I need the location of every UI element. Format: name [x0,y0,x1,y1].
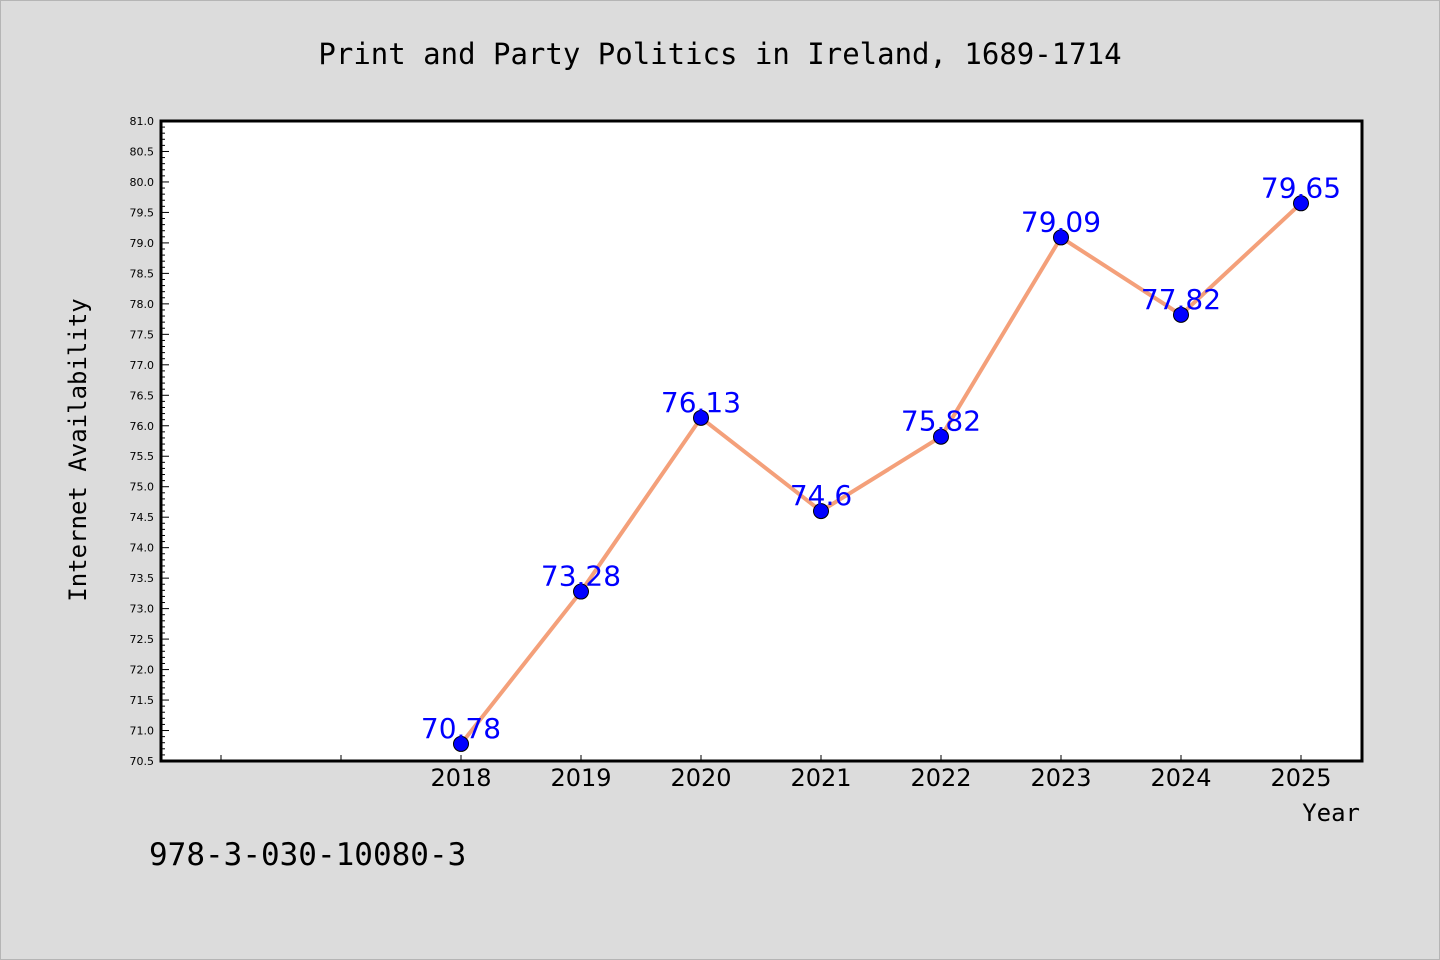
data-point [813,503,829,520]
data-point [1293,195,1309,212]
data-label: 75.82 [901,405,981,438]
y-tick-label: 72.5 [130,633,155,646]
y-tick-label: 80.0 [130,176,155,189]
y-tick-label: 71.0 [130,725,155,738]
data-point [693,409,709,426]
data-label: 70.78 [421,712,501,745]
y-tick-label: 78.0 [130,298,155,311]
data-point [573,583,589,600]
chart-title: Print and Party Politics in Ireland, 168… [318,37,1121,71]
y-tick-label: 73.0 [130,603,155,616]
plot-frame [159,119,1364,763]
x-tick-label: 2019 [550,764,611,792]
y-tick-label: 71.5 [130,694,155,707]
x-tick-label: 2025 [1270,764,1331,792]
y-tick-label: 74.0 [130,542,155,555]
y-tick-label: 80.5 [130,145,155,158]
y-tick-label: 78.5 [130,267,155,280]
y-tick-label: 72.0 [130,664,155,677]
series-line [459,201,1303,746]
x-tick-label: 2018 [430,764,491,792]
y-tick-label: 73.5 [130,572,155,585]
plot-area: 70.5 71.0 71.5 72.0 72.5 73.0 73.5 74.0 74.5 75.0… [130,115,1364,792]
y-tick-label: 75.0 [130,481,155,494]
y-tick-label: 75.5 [130,450,155,463]
x-tick-label: 2024 [1150,764,1211,792]
data-label: 73.28 [541,560,621,593]
y-tick-label: 79.5 [130,206,155,219]
data-point [453,735,469,752]
data-label: 74.6 [790,479,852,512]
y-tick-label: 70.5 [130,755,155,768]
data-point [1173,306,1189,323]
data-point [1053,229,1069,246]
data-label: 79.09 [1021,205,1101,238]
isbn-footer-text: 978-3-030-10080-3 [149,837,466,873]
data-label: 79.65 [1261,171,1341,204]
x-tick-label: 2020 [670,764,731,792]
x-tick-label: 2021 [790,764,851,792]
x-tick-label: 2023 [1030,764,1091,792]
y-tick-label: 76.0 [130,420,155,433]
y-tick-label: 74.5 [130,511,155,524]
y-tick-label: 81.0 [130,115,155,128]
y-tick-label: 77.0 [130,359,155,372]
x-tick-label: 2022 [910,764,971,792]
y-tick-label: 77.5 [130,328,155,341]
y-tick-label: 76.5 [130,389,155,402]
data-label: 76.13 [661,386,741,419]
data-label: 77.82 [1141,283,1221,316]
y-axis-label: Internet Availability [64,298,92,601]
x-axis-label: Year [1302,799,1360,827]
data-point [933,428,949,445]
y-tick-label: 79.0 [130,237,155,250]
